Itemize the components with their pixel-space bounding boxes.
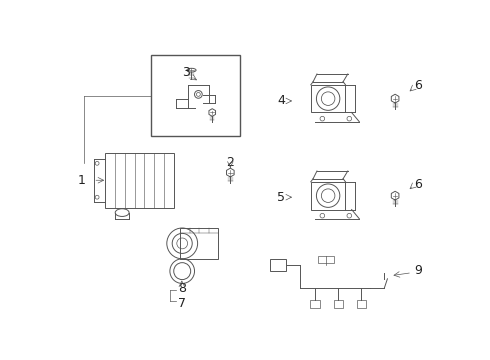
Bar: [311, 300, 319, 308]
Bar: [357, 300, 366, 308]
Text: 9: 9: [414, 264, 422, 277]
Bar: [311, 85, 345, 112]
Text: 2: 2: [226, 156, 234, 169]
Text: 5: 5: [277, 191, 285, 204]
Text: 4: 4: [277, 94, 285, 107]
Text: 3: 3: [182, 66, 190, 79]
Bar: [105, 153, 174, 208]
Bar: [270, 259, 286, 271]
Bar: [334, 300, 343, 308]
Bar: [151, 55, 240, 136]
Bar: [318, 256, 334, 264]
Text: 7: 7: [178, 297, 186, 310]
Text: 6: 6: [414, 177, 422, 190]
Text: 8: 8: [178, 282, 186, 294]
Bar: [180, 228, 219, 259]
Text: 1: 1: [78, 174, 86, 187]
Text: 6: 6: [414, 79, 422, 92]
Bar: [311, 182, 345, 210]
